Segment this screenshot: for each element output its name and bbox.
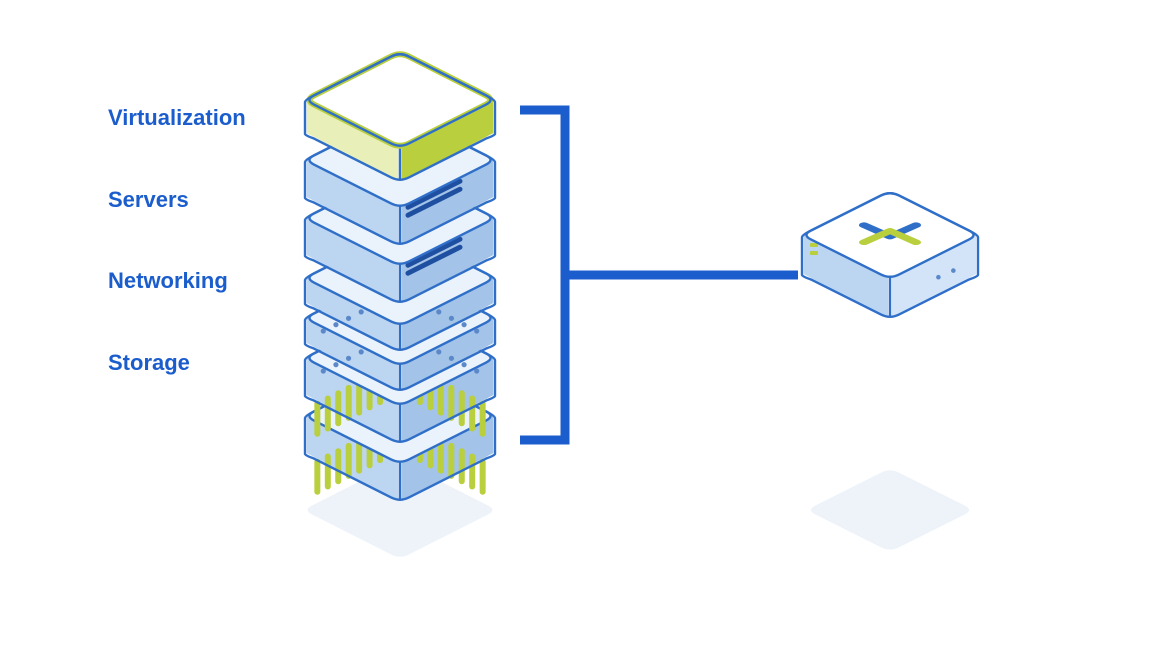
label-networking: Networking (108, 268, 228, 294)
infrastructure-stack (305, 54, 495, 501)
hci-appliance (802, 193, 978, 318)
appliance-shadow (811, 470, 969, 549)
label-storage: Storage (108, 350, 190, 376)
bracket (520, 110, 565, 440)
diagram-svg (0, 0, 1150, 650)
label-servers: Servers (108, 187, 189, 213)
label-virtualization: Virtualization (108, 105, 246, 131)
diagram-canvas: Virtualization Servers Networking Storag… (0, 0, 1150, 650)
